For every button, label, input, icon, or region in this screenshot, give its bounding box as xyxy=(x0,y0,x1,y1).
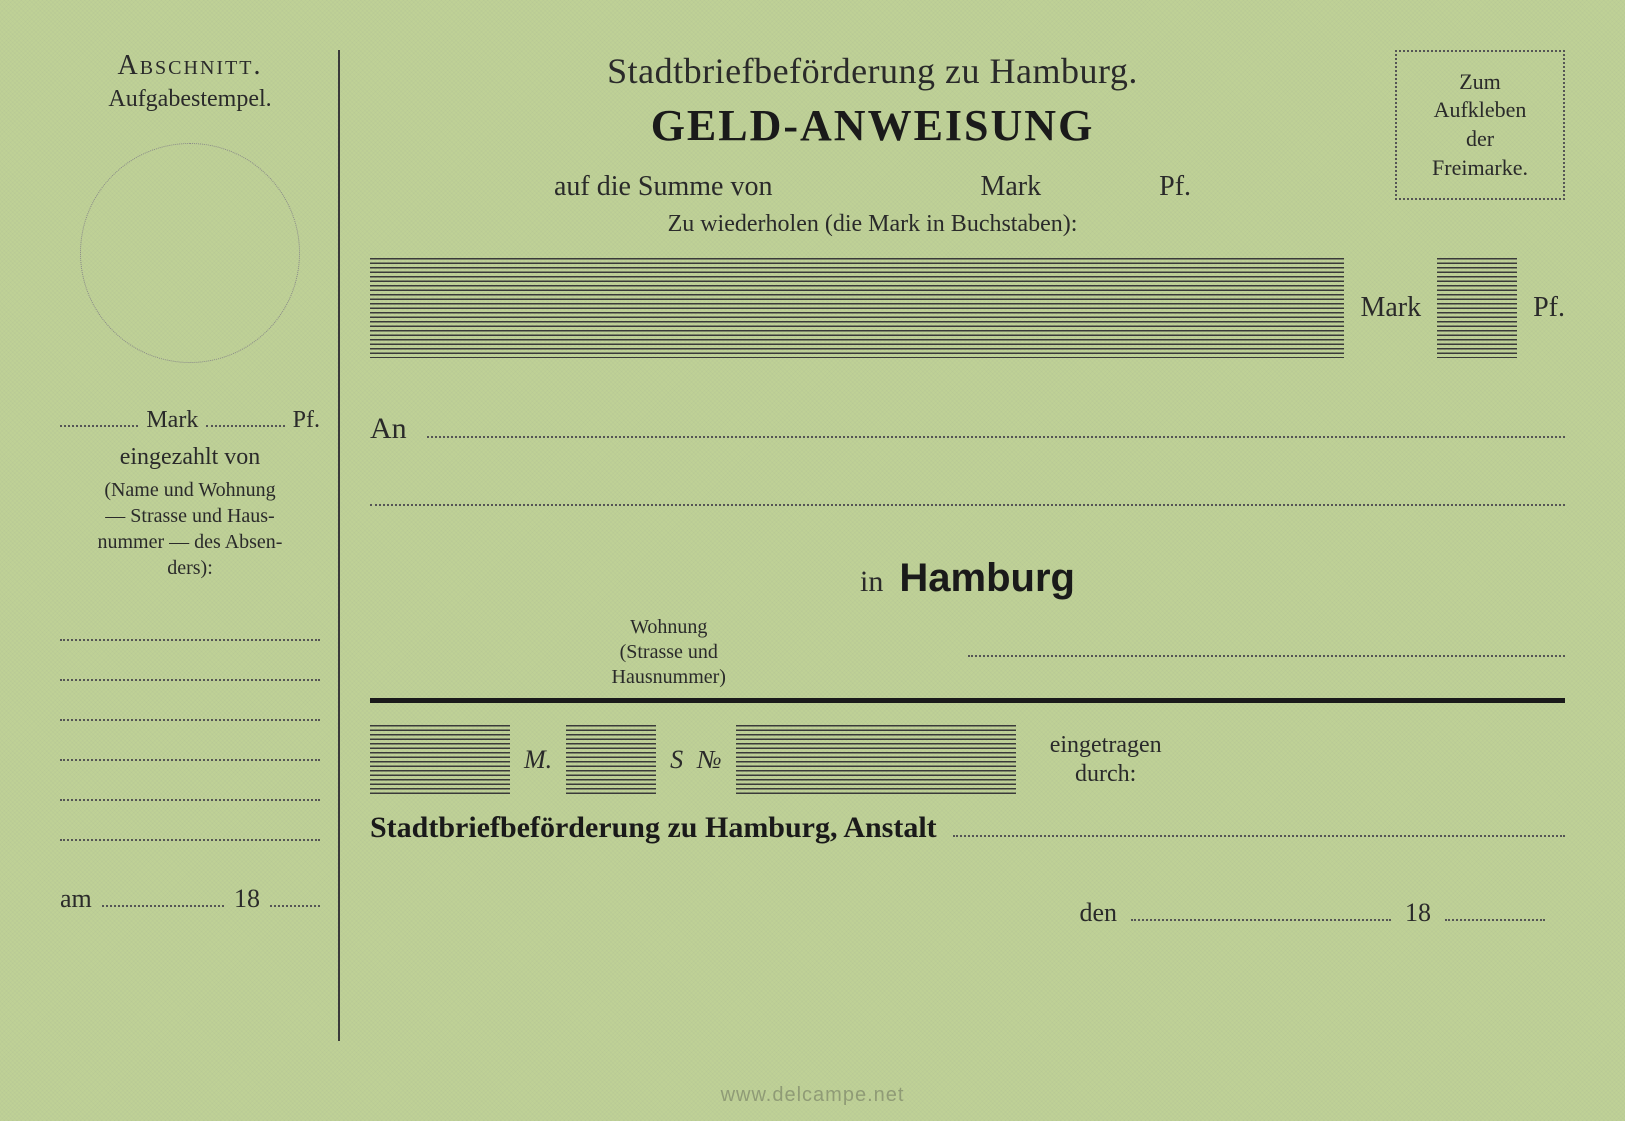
left-sender-line xyxy=(60,721,320,761)
sender-note-line1: (Name und Wohnung xyxy=(104,479,275,501)
watermark: www.delcampe.net xyxy=(721,1084,905,1107)
anstalt-field xyxy=(953,821,1565,837)
summe-row: auf die Summe von Mark Pf. xyxy=(370,171,1375,203)
ruled-block-no xyxy=(736,725,1016,795)
wiederholen-label: Zu wiederholen (die Mark in Buchstaben): xyxy=(370,211,1375,238)
anstalt-text: Stadtbriefbeförderung zu Hamburg, Anstal… xyxy=(370,811,937,845)
geld-anweisung-title: GELD-ANWEISUNG xyxy=(370,100,1375,151)
left-pf-label: Pf. xyxy=(293,407,320,434)
abschnitt-title: Abschnitt. xyxy=(60,50,320,82)
left-sender-lines xyxy=(60,601,320,841)
den-label: den xyxy=(1079,898,1117,928)
eingezahlt-label: eingezahlt von xyxy=(60,444,320,471)
in-hamburg-row: in Hamburg xyxy=(370,556,1565,601)
bottom-year-field xyxy=(1445,895,1545,921)
city-hamburg: Hamburg xyxy=(899,556,1075,601)
ruled-block-pf xyxy=(1437,258,1517,358)
recipient-line-1 xyxy=(427,408,1565,438)
eingetragen-line1: eingetragen xyxy=(1050,732,1162,758)
postmark-circle xyxy=(80,143,300,363)
aufgabestempel-label: Aufgabestempel. xyxy=(60,86,320,113)
sender-note-line2: — Strasse und Haus- xyxy=(105,505,274,527)
left-year-field xyxy=(270,881,320,907)
left-amount-row: Mark Pf. xyxy=(60,403,320,434)
stamp-box-line4: Freimarke. xyxy=(1432,155,1528,180)
bottom-ruled-row: M. S № eingetragen durch: xyxy=(370,725,1565,795)
stamp-box-line1: Zum xyxy=(1459,69,1501,94)
anstalt-row: Stadtbriefbeförderung zu Hamburg, Anstal… xyxy=(370,811,1565,845)
wohnung-field xyxy=(968,621,1566,657)
bottom-year-prefix: 18 xyxy=(1405,898,1431,928)
wohnung-line1: Wohnung xyxy=(630,616,707,638)
stamp-box-line2: Aufkleben xyxy=(1434,97,1527,122)
left-date-field xyxy=(102,881,224,907)
an-row: An xyxy=(370,408,1565,446)
sender-note-line3: nummer — des Absen- xyxy=(98,531,283,553)
eingetragen-line2: durch: xyxy=(1075,761,1136,787)
bottom-s-label: S xyxy=(670,745,683,775)
stamp-affix-box: Zum Aufkleben der Freimarke. xyxy=(1395,50,1565,200)
summe-mark-label: Mark xyxy=(980,171,1041,203)
bottom-date-field xyxy=(1131,895,1391,921)
left-sender-line xyxy=(60,601,320,641)
bottom-date-row: den 18 xyxy=(370,895,1565,928)
header-area: Stadtbriefbeförderung zu Hamburg. GELD-A… xyxy=(370,50,1565,238)
ruled-block-mark xyxy=(370,258,1344,358)
recipient-line-2 xyxy=(370,456,1565,506)
wohnung-line2: (Strasse und xyxy=(620,641,718,663)
main-form-section: Zum Aufkleben der Freimarke. Stadtbriefb… xyxy=(340,50,1565,1081)
ruled-mark-label: Mark xyxy=(1360,292,1421,324)
wohnung-row: Wohnung (Strasse und Hausnummer) xyxy=(370,601,1565,690)
eingetragen-label: eingetragen durch: xyxy=(1050,731,1162,789)
left-sender-line xyxy=(60,761,320,801)
bottom-no-label: № xyxy=(697,745,722,775)
left-sender-line xyxy=(60,641,320,681)
sender-note-line4: ders): xyxy=(167,557,213,579)
thick-divider xyxy=(370,698,1565,703)
wohnung-line3: Hausnummer) xyxy=(612,666,726,688)
an-label: An xyxy=(370,412,407,446)
sender-note: (Name und Wohnung — Strasse und Haus- nu… xyxy=(60,477,320,581)
left-sender-line xyxy=(60,801,320,841)
ruled-block-m xyxy=(370,725,510,795)
ruled-block-s xyxy=(566,725,656,795)
left-date-row: am 18 xyxy=(60,881,320,914)
stamp-box-line3: der xyxy=(1466,126,1494,151)
summe-prefix: auf die Summe von xyxy=(554,171,773,203)
stadt-title: Stadtbriefbeförderung zu Hamburg. xyxy=(370,50,1375,92)
ruled-amount-area: Mark Pf. xyxy=(370,258,1565,358)
summe-pf-label: Pf. xyxy=(1159,171,1191,203)
in-label: in xyxy=(860,565,883,599)
left-sender-line xyxy=(60,681,320,721)
am-label: am xyxy=(60,884,92,914)
left-mark-label: Mark xyxy=(146,407,198,434)
left-mark-field xyxy=(60,403,138,427)
left-year-prefix: 18 xyxy=(234,884,260,914)
left-pf-field xyxy=(206,403,284,427)
bottom-m-label: M. xyxy=(524,745,552,775)
wohnung-note: Wohnung (Strasse und Hausnummer) xyxy=(370,615,968,690)
abschnitt-section: Abschnitt. Aufgabestempel. Mark Pf. eing… xyxy=(60,50,340,1081)
ruled-pf-label: Pf. xyxy=(1533,292,1565,324)
document-container: Abschnitt. Aufgabestempel. Mark Pf. eing… xyxy=(0,0,1625,1121)
